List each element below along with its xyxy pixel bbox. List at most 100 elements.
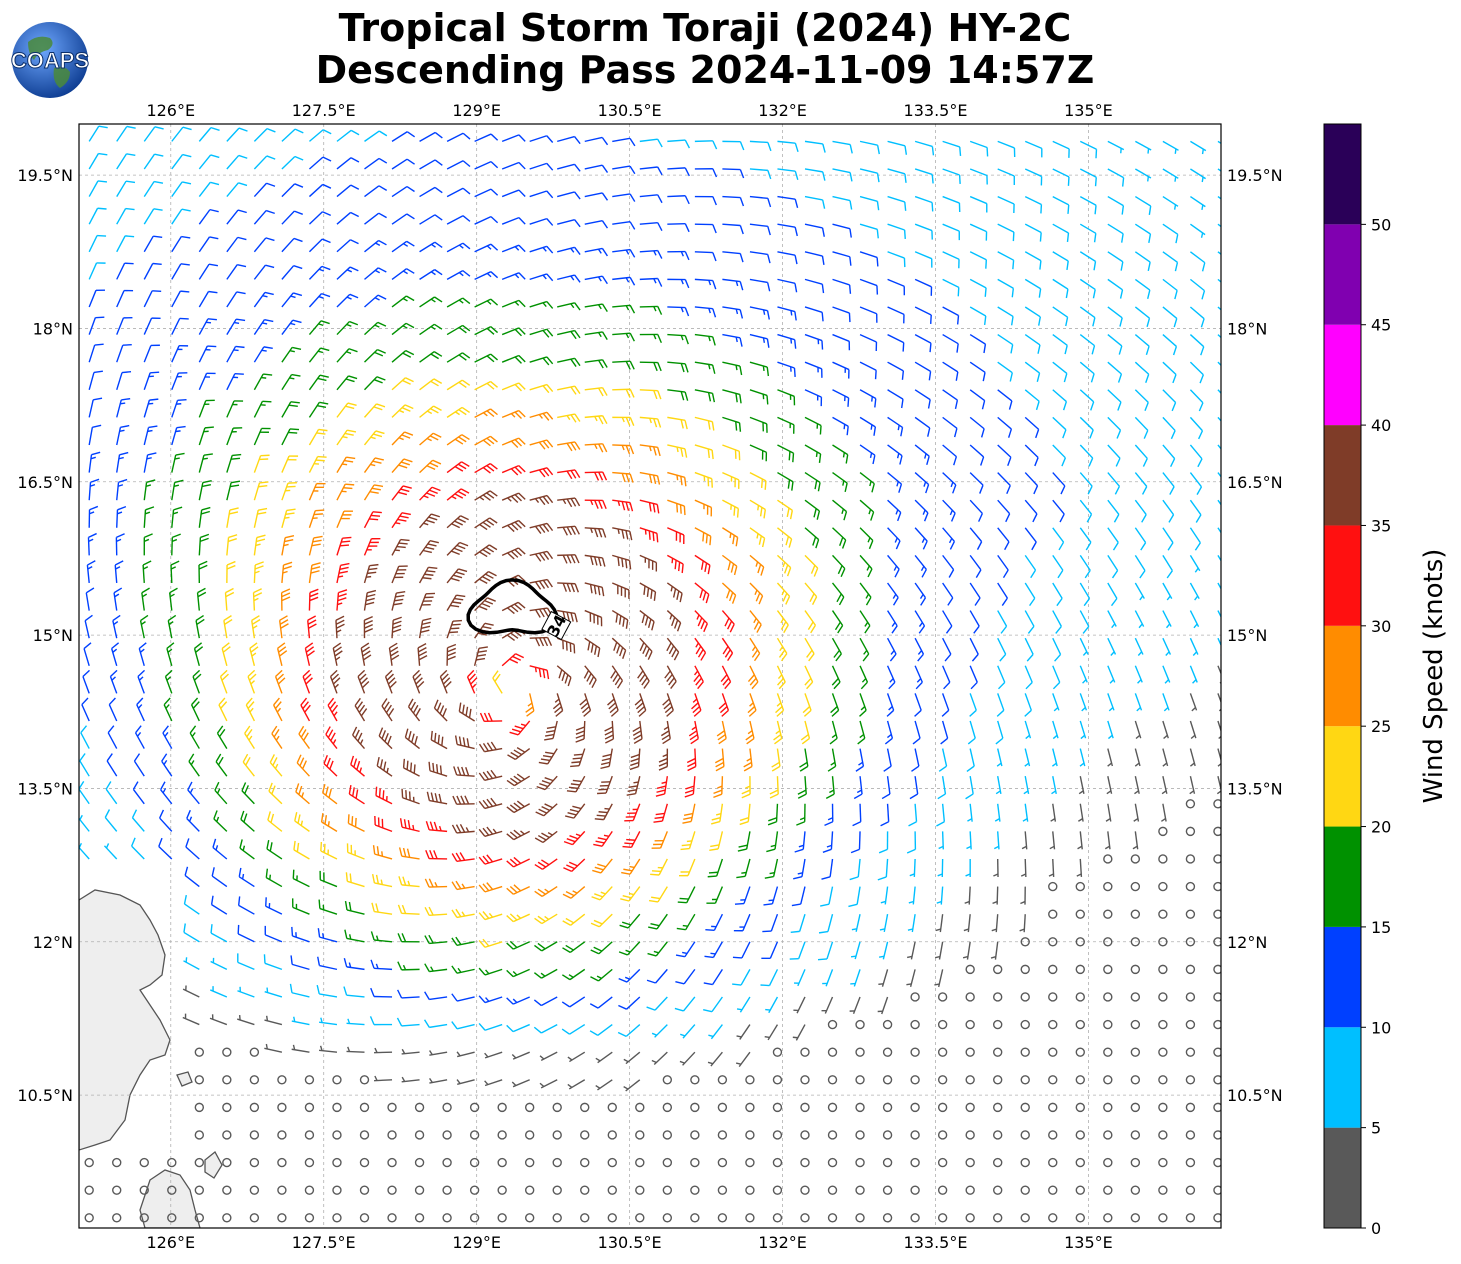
wind-barb [800,1157,810,1168]
wind-barb [639,554,658,572]
wind-barb [736,1024,751,1040]
wind-barb [857,720,866,745]
wind-barb [171,263,190,280]
wind-barb [143,479,156,501]
wind-barb [859,333,878,351]
lat-tick-right: 19.5°N [1227,166,1283,185]
wind-barb [777,444,795,463]
wind-barb [210,924,228,943]
wind-barb [910,1157,920,1168]
wind-barb [529,665,550,680]
wind-barb [584,387,608,397]
wind-barb [612,499,634,512]
wind-barb [332,1185,342,1195]
wind-barb [474,380,498,391]
wind-barb [855,1213,865,1223]
wind-barb [112,1185,122,1195]
wind-barb [612,332,635,342]
wind-barb [1103,937,1113,947]
wind-barb [997,361,1013,382]
wind-barb [1217,251,1221,256]
wind-barb [1024,554,1037,579]
wind-barb [1160,803,1167,822]
wind-barb [749,223,771,236]
wind-barb [159,809,173,832]
wind-barb [937,1185,948,1195]
wind-barb [804,610,817,634]
wind-barb [914,610,926,634]
wind-barb [474,353,499,363]
wind-barb [882,1157,893,1168]
wind-barb [1048,1019,1058,1030]
wind-barb [962,941,971,960]
wind-barb [632,720,643,744]
wind-barb [557,274,581,283]
wind-barb [1048,858,1055,877]
wind-barb [170,560,180,584]
wind-barb [680,1024,696,1039]
wind-barb [194,1047,205,1057]
lon-tick-top: 132°E [758,101,807,120]
wind-barb [676,913,696,931]
wind-barb [194,1130,205,1140]
wind-barb [446,270,471,280]
wind-barb [745,1157,755,1168]
wind-barb [391,185,415,198]
wind-barb [882,1213,893,1223]
wind-barb [79,781,90,805]
wind-barb [1162,637,1172,656]
wind-barb [997,637,1007,662]
wind-barb [694,389,716,403]
wind-barb [143,317,161,335]
wind-barb [136,697,145,722]
wind-barb [451,908,475,919]
wind-barb [424,906,448,917]
wind-barb [967,803,973,822]
wind-barb [244,725,255,749]
wind-barb [198,154,220,170]
wind-barb [1185,826,1196,837]
wind-barb [419,459,442,474]
wind-barb [818,913,834,934]
wind-barb [1075,1075,1085,1085]
wind-barb [1185,1102,1196,1113]
wind-barb [198,345,217,363]
wind-barb [1107,472,1121,495]
wind-barb [694,444,714,460]
wind-barb [414,1213,425,1223]
wind-barb [79,753,90,777]
wind-barb [1020,1130,1030,1140]
wind-barb [143,371,160,391]
wind-barb [183,923,200,943]
wind-barb [749,389,769,405]
wind-barb [167,1185,177,1195]
wind-barb [363,403,386,418]
wind-barb [391,322,415,336]
wind-barb [391,349,415,363]
wind-barb [1189,416,1204,440]
wind-barb [1079,527,1092,551]
wind-barb [907,941,916,960]
wind-barb [579,693,592,717]
wind-barb [193,642,204,666]
wind-barb [639,361,662,372]
wind-barb [584,359,608,369]
wind-barb [997,416,1013,438]
wind-barb [1107,334,1123,355]
wind-barb [749,361,770,377]
wind-barb [363,376,386,391]
wind-barb [749,637,761,662]
wind-barb [1103,881,1113,892]
wind-barb [446,352,471,363]
wind-barb [593,830,613,847]
wind-barb [745,1102,755,1113]
wind-barb [1103,1102,1113,1113]
wind-barb [1103,1130,1113,1140]
lat-tick-right: 13.5°N [1227,779,1283,798]
wind-barb [772,1102,783,1113]
wind-barb [584,554,606,567]
wind-barb [561,1023,586,1035]
wind-barb [219,669,229,694]
wind-barb [722,361,743,376]
